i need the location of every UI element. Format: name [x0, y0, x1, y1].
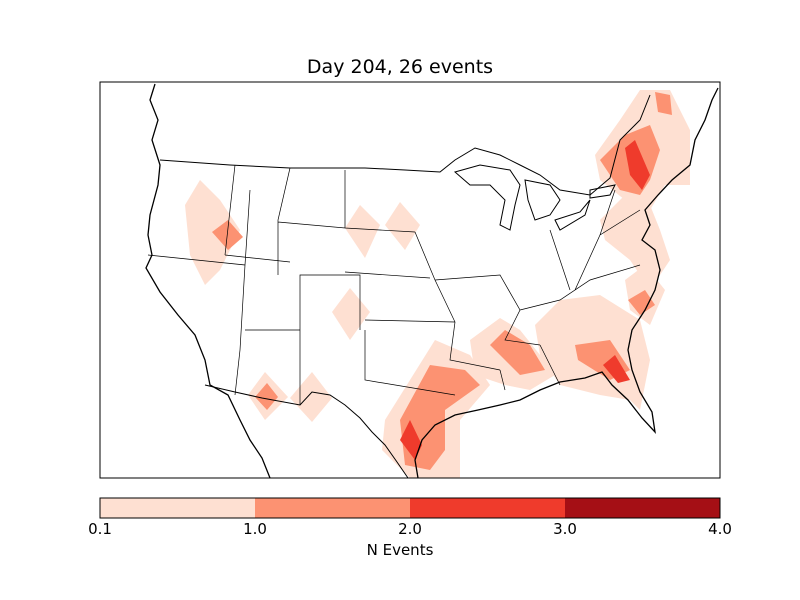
event-density-region: [332, 288, 370, 340]
colorbar-bin: [410, 498, 565, 518]
colorbar-bin: [100, 498, 255, 518]
colorbar-bin: [255, 498, 410, 518]
event-density-region: [490, 330, 545, 375]
event-density-region: [255, 383, 278, 410]
colorbar-tick-label: 1.0: [243, 520, 267, 538]
map-frame: [99, 81, 721, 479]
colorbar-tick-label: 3.0: [553, 520, 577, 538]
colorbar: [100, 498, 720, 518]
event-density-region: [345, 205, 380, 258]
great-lakes: [453, 164, 616, 231]
colorbar-frame: [99, 497, 721, 519]
map-title: Day 204, 26 events: [306, 56, 494, 78]
colorbar-bin: [565, 498, 720, 518]
event-density-region: [400, 420, 422, 460]
state-borders: [147, 164, 641, 405]
colorbar-tick-label: 2.0: [398, 520, 422, 538]
coastline: [145, 83, 271, 479]
gulf-coast: [414, 87, 719, 479]
event-density-region: [290, 372, 332, 422]
colorbar-label: N Events: [366, 541, 434, 559]
event-density-region: [600, 190, 670, 290]
event-density-region: [625, 140, 650, 190]
mexico-border: [204, 384, 409, 479]
colorbar-tick-label: 0.1: [88, 520, 112, 538]
coastlines-and-borders: [145, 83, 719, 479]
colorbar-tick-label: 4.0: [708, 520, 732, 538]
event-density-region: [603, 355, 630, 383]
event-density-region: [628, 290, 655, 315]
event-density-fill: [185, 90, 690, 478]
event-density-region: [385, 202, 420, 250]
event-density-region: [655, 92, 672, 115]
canada-border: [159, 94, 651, 196]
